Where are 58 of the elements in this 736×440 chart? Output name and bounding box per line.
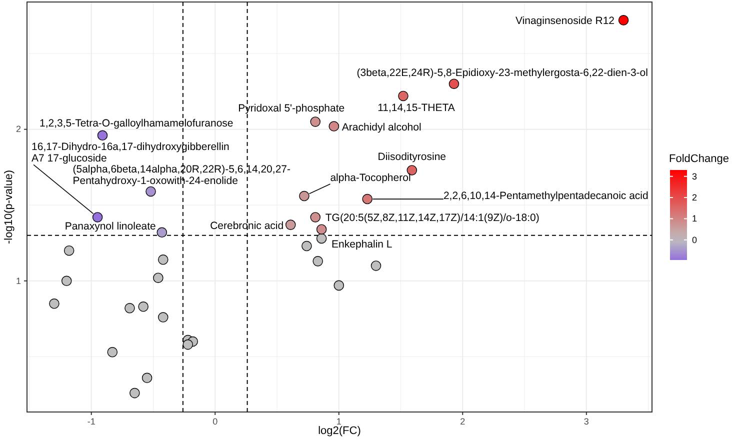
annotation: Pyridoxal 5'-phosphate (238, 102, 345, 115)
annotation: TG(20:5(5Z,8Z,11Z,14Z,17Z)/14:1(9Z)/o-18:0) (325, 212, 540, 224)
color-bar-label: 3 (692, 171, 698, 182)
point (310, 212, 321, 222)
x-tick-label: 0 (212, 416, 218, 426)
annotation: 16,17-Dihydro-16a,17-dihydroxygibberellin A7 17-glucoside (32, 141, 230, 165)
point (107, 347, 118, 358)
point (49, 298, 60, 309)
point (138, 302, 148, 312)
point (158, 254, 168, 265)
annotation: Vinaginsenoside R12 (515, 15, 615, 28)
point (448, 78, 460, 89)
point (158, 312, 168, 322)
annotation: 2,2,6,10,14-Pentamethylpentadecanoic acid (443, 190, 648, 202)
point (130, 388, 140, 398)
point (142, 372, 152, 384)
annotation: 11,14,15-THETA (378, 102, 455, 114)
point (61, 276, 72, 286)
point (328, 121, 340, 132)
annotation: (5alpha,6beta,14alpha,20R,22R)-5,6,14,20,27-Pentahydroxy-1-oxowith-24-enolide (72, 163, 292, 187)
annotation: alpha-Tocopherol (330, 172, 411, 184)
point (146, 186, 156, 197)
point (302, 240, 312, 252)
point (316, 224, 327, 234)
point (299, 190, 310, 202)
point (362, 194, 372, 204)
point (370, 260, 382, 271)
y-axis-title: -log10(p-value) (3, 170, 15, 244)
x-tick-label: -1 (87, 416, 96, 426)
point (312, 256, 323, 266)
annotation: (3beta,22E,24R)-5,8-Epidioxy-23-methylergosta-6,22-dien-3-ol (356, 66, 648, 79)
point (285, 220, 296, 230)
point (124, 303, 135, 314)
point (92, 212, 103, 222)
point (64, 245, 74, 256)
annotation: 1,2,3,5-Tetra-O-galloylhamamelofuranose (39, 117, 234, 130)
point (153, 272, 164, 283)
color-bar-label: 1 (692, 214, 698, 224)
point (156, 227, 168, 238)
color-bar-label: 2 (692, 192, 698, 203)
annotation: Enkephalin L (332, 238, 392, 250)
annotation: Diisodityrosine (378, 151, 446, 164)
annotation: Panaxynol linoleate (64, 220, 156, 232)
point (618, 15, 629, 26)
point (398, 90, 408, 102)
point (182, 339, 194, 350)
color-bar-label: 0 (692, 234, 698, 245)
color-bar-title: FoldChange (669, 153, 729, 165)
x-axis-title: log2(FC) (318, 425, 361, 437)
x-tick-label: 3 (584, 416, 589, 426)
point (334, 280, 344, 291)
annotation: Cerebronic acid (210, 220, 284, 232)
annotation: Arachidyl alcohol (342, 121, 422, 134)
point (97, 130, 108, 141)
point (316, 233, 327, 244)
point (310, 116, 321, 127)
x-tick-label: 2 (460, 416, 466, 426)
x-tick-label: 1 (336, 416, 342, 426)
